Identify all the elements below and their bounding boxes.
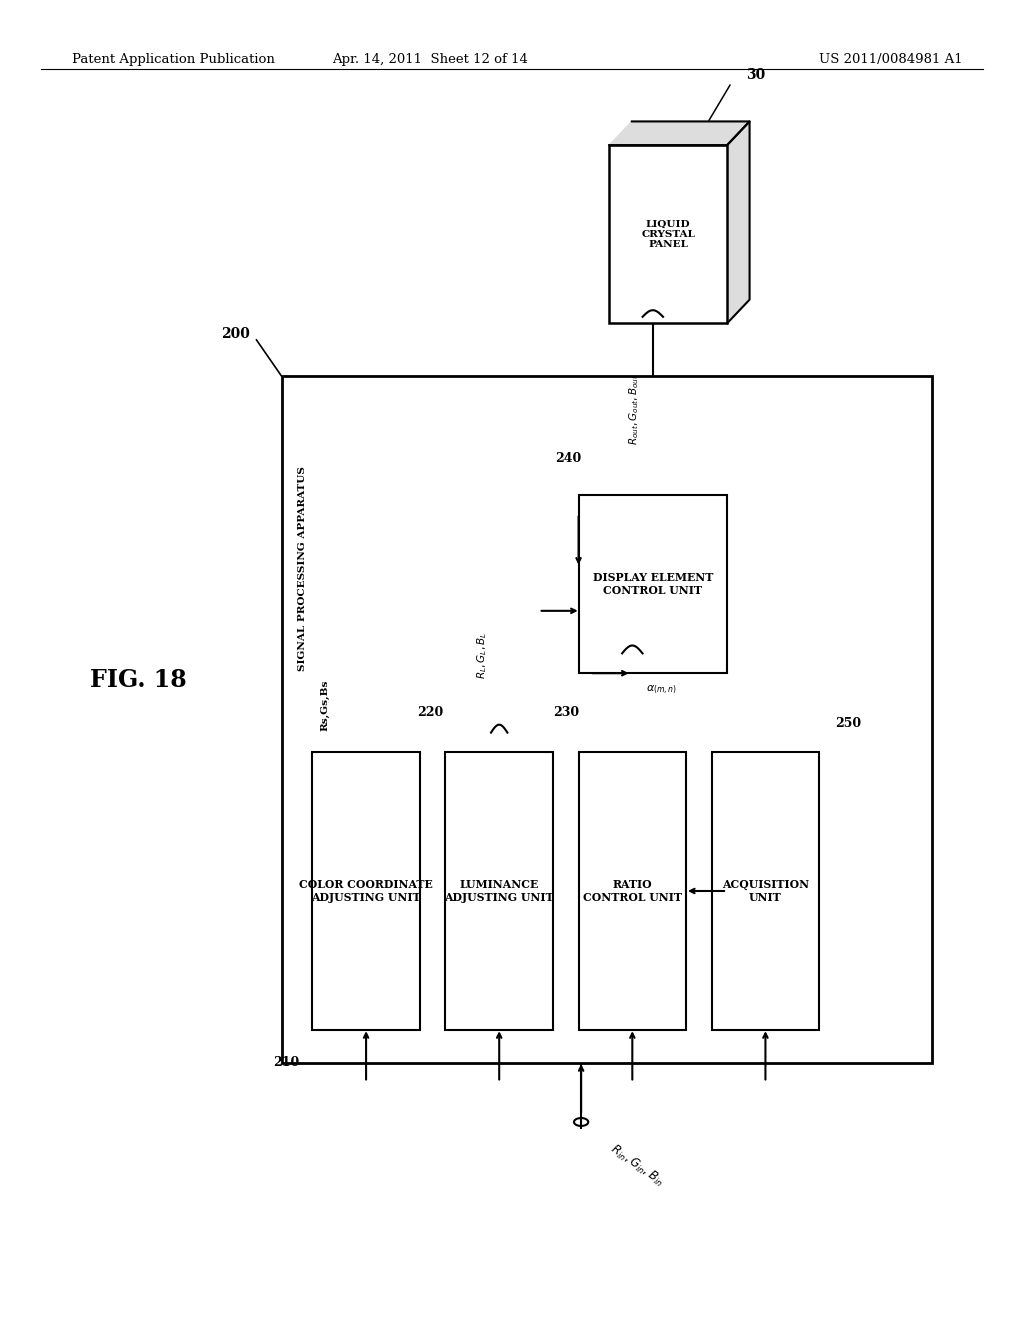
Text: ACQUISITION
UNIT: ACQUISITION UNIT	[722, 879, 809, 903]
Bar	[282, 376, 932, 1063]
Text: 250: 250	[835, 717, 861, 730]
Text: Apr. 14, 2011  Sheet 12 of 14: Apr. 14, 2011 Sheet 12 of 14	[332, 53, 528, 66]
Polygon shape	[609, 121, 750, 145]
Text: COLOR COORDINATE
ADJUSTING UNIT: COLOR COORDINATE ADJUSTING UNIT	[299, 879, 433, 903]
Text: DISPLAY ELEMENT
CONTROL UNIT: DISPLAY ELEMENT CONTROL UNIT	[593, 572, 713, 597]
Polygon shape	[727, 121, 750, 323]
Bar	[579, 495, 727, 673]
Bar	[445, 752, 553, 1030]
Text: Patent Application Publication: Patent Application Publication	[72, 53, 274, 66]
Text: 240: 240	[555, 451, 582, 465]
Text: 200: 200	[221, 327, 250, 341]
Text: $\alpha_{(m,n)}$: $\alpha_{(m,n)}$	[646, 684, 677, 696]
Text: 220: 220	[417, 706, 443, 719]
Bar	[609, 145, 727, 323]
Text: 230: 230	[553, 706, 580, 719]
Text: SIGNAL PROCESSING APPARATUS: SIGNAL PROCESSING APPARATUS	[298, 466, 307, 671]
Text: 210: 210	[273, 1056, 300, 1069]
Text: $R_{in},G_{in},B_{in}$: $R_{in},G_{in},B_{in}$	[606, 1142, 667, 1189]
Text: US 2011/0084981 A1: US 2011/0084981 A1	[819, 53, 963, 66]
Text: LIQUID
CRYSTAL
PANEL: LIQUID CRYSTAL PANEL	[641, 219, 695, 249]
Text: $R_L,G_L,B_L$: $R_L,G_L,B_L$	[475, 631, 489, 678]
Bar	[712, 752, 819, 1030]
Text: FIG. 18: FIG. 18	[90, 668, 186, 692]
Text: RATIO
CONTROL UNIT: RATIO CONTROL UNIT	[583, 879, 682, 903]
Text: LUMINANCE
ADJUSTING UNIT: LUMINANCE ADJUSTING UNIT	[444, 879, 554, 903]
Bar	[579, 752, 686, 1030]
Text: $R_{out},G_{out},B_{out}$: $R_{out},G_{out},B_{out}$	[627, 374, 641, 445]
Bar	[312, 752, 420, 1030]
Text: 30: 30	[746, 69, 766, 82]
Text: Rs,Gs,Bs: Rs,Gs,Bs	[321, 680, 330, 731]
